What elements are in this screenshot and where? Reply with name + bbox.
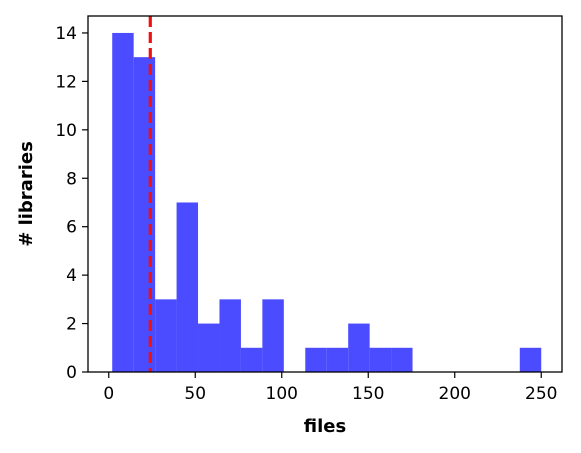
x-tick-label: 250 — [525, 384, 557, 404]
histogram-bar — [112, 32, 134, 372]
y-tick-label: 12 — [55, 72, 77, 92]
histogram-bar — [198, 323, 220, 372]
y-tick-label: 8 — [66, 169, 77, 189]
y-tick-label: 10 — [55, 121, 77, 141]
y-tick-label: 0 — [66, 363, 77, 383]
x-tick-label: 100 — [266, 384, 298, 404]
bars-group — [112, 32, 542, 372]
histogram-bar — [326, 347, 349, 372]
y-tick-label: 6 — [66, 218, 77, 238]
y-tick-label: 2 — [66, 315, 77, 335]
x-tick-label: 0 — [103, 384, 114, 404]
histogram-bar — [176, 202, 199, 372]
histogram-bar — [240, 347, 263, 372]
x-tick-label: 50 — [184, 384, 206, 404]
histogram-bar — [369, 347, 392, 372]
x-tick-label: 150 — [352, 384, 384, 404]
x-axis-label: files — [304, 416, 346, 437]
histogram-bar — [155, 299, 177, 372]
histogram-bar — [133, 57, 156, 372]
histogram-bar — [348, 323, 370, 372]
y-axis-ticks: 0 2 4 6 8 10 12 14 — [55, 24, 88, 383]
y-axis-label: # libraries — [16, 141, 37, 247]
histogram-bar — [262, 299, 284, 372]
histogram-bar — [305, 347, 327, 372]
x-axis-ticks: 0 50 100 150 200 250 — [103, 372, 557, 404]
y-tick-label: 4 — [66, 266, 77, 286]
histogram-bar — [219, 299, 241, 372]
histogram-bar — [519, 347, 542, 372]
y-tick-label: 14 — [55, 24, 77, 44]
histogram-bar — [391, 347, 413, 372]
x-tick-label: 200 — [439, 384, 471, 404]
plot-frame — [87, 15, 563, 373]
